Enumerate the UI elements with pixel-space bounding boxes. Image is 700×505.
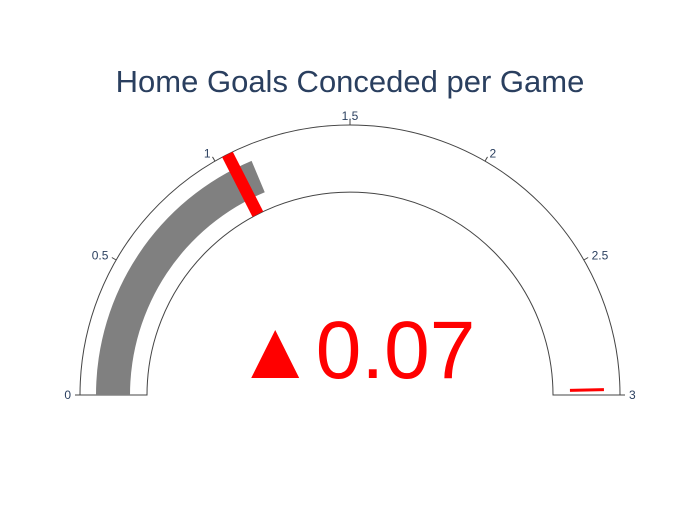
delta-indicator: ▲0.07 (235, 305, 476, 396)
delta-value: ▲0.07 (235, 305, 476, 396)
gauge-tick-label: 2.5 (592, 249, 609, 263)
gauge-tick-label: 0.5 (92, 249, 109, 263)
gauge-tick-label: 0 (64, 388, 71, 402)
gauge-tick (212, 156, 216, 162)
gauge-bar-layer (96, 151, 604, 395)
gauge-tick (484, 156, 488, 162)
gauge-threshold-line (569, 388, 604, 392)
gauge-tick-label: 2 (490, 146, 497, 160)
gauge-tick-label: 1.5 (342, 109, 359, 123)
gauge-tick-label: 1 (204, 146, 211, 160)
gauge-tick-label: 3 (629, 388, 636, 402)
gauge-tick (111, 257, 117, 261)
delta-arrow-icon: ▲ (235, 305, 316, 396)
gauge-tick (583, 257, 589, 261)
gauge-reference-marker (222, 151, 264, 217)
delta-number: 0.07 (316, 305, 476, 396)
gauge-ticks: 0 0.5 1 1.5 2 2.5 3 (64, 109, 636, 402)
chart-title: Home Goals Conceded per Game (116, 64, 585, 99)
